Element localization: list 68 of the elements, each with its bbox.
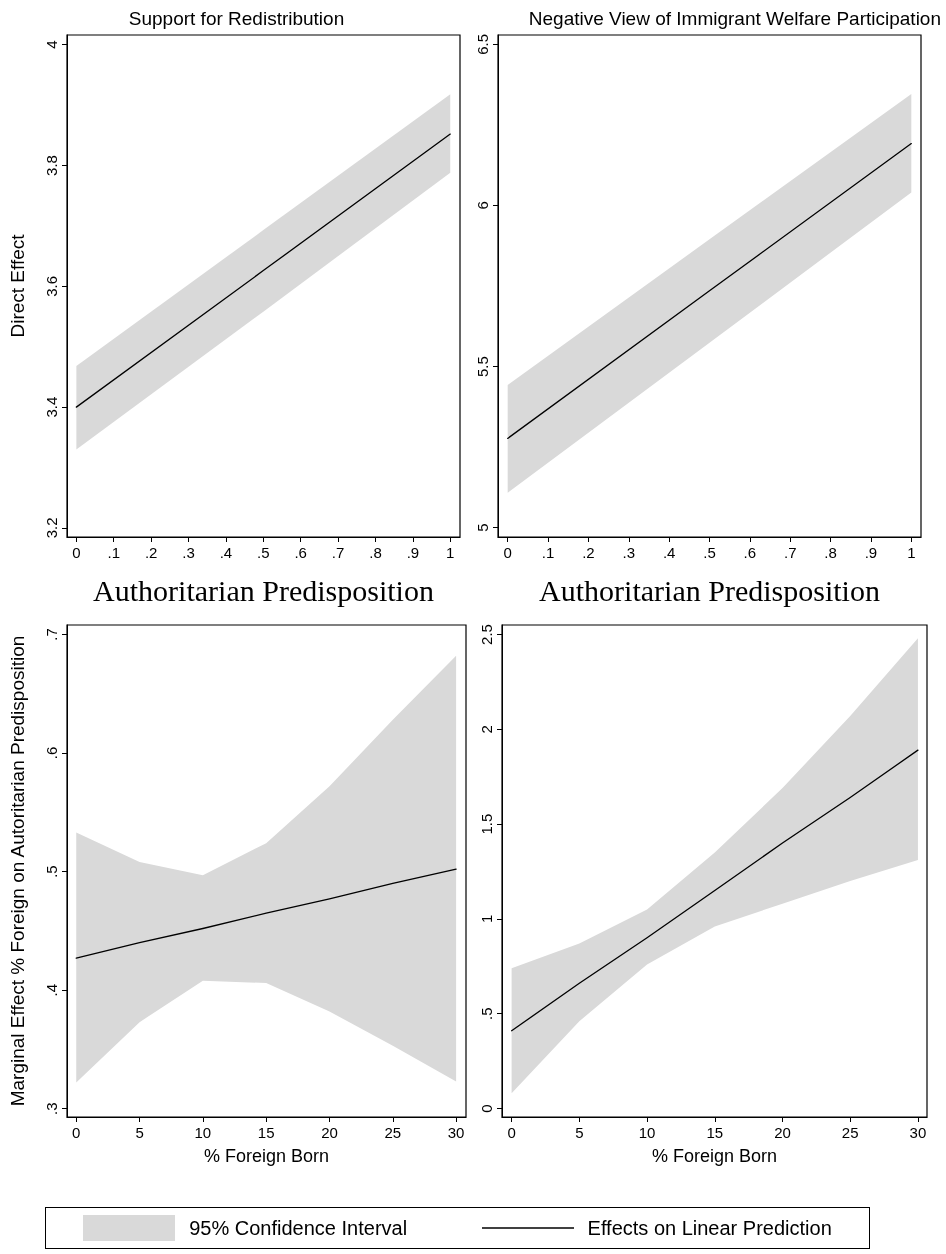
legend-label: Effects on Linear Prediction (587, 1216, 832, 1240)
x-tick-label: .4 (219, 544, 233, 561)
y-tick-label: .5 (43, 865, 60, 878)
text: 95% Confidence Interval (189, 1216, 408, 1240)
x-axis-title: Authoritarian Predisposition (93, 573, 434, 607)
y-axis-title: Marginal Effect % Foreign on Autoritarian Predisposition (7, 635, 28, 1107)
x-tick-label: .1 (107, 544, 120, 561)
x-tick-label: .2 (144, 544, 158, 561)
x-axis-title: % Foreign Born (651, 1146, 778, 1166)
y-tick-label: 3.2 (43, 517, 60, 539)
line-series (510, 749, 919, 1032)
x-tick-label: 20 (321, 1124, 338, 1141)
y-tick-label: .3 (43, 1102, 60, 1115)
x-tick-label: .5 (257, 544, 270, 561)
x-tick-label: .8 (824, 544, 837, 561)
y-tick-label: 0 (478, 1104, 495, 1113)
x-tick-label: .6 (743, 544, 757, 561)
x-tick-label: .7 (331, 544, 345, 561)
y-tick-label: 2 (478, 725, 495, 734)
line-series (75, 868, 457, 959)
y-tick-label: 6 (474, 201, 491, 210)
x-tick-label: .1 (541, 544, 555, 561)
x-axis-title: Authoritarian Predisposition (539, 573, 880, 607)
y-tick-label: 3.6 (43, 275, 60, 297)
x-tick-label: .4 (662, 544, 676, 561)
x-tick-label: 0 (72, 1124, 81, 1141)
y-tick-label: .7 (43, 628, 60, 641)
x-tick-label: 20 (774, 1124, 791, 1141)
y-tick-label: 3.8 (43, 155, 60, 176)
x-tick-label: .5 (703, 544, 716, 561)
y-tick-label: 5.5 (474, 356, 491, 377)
x-tick-label: .7 (783, 544, 797, 561)
y-axis-title: Direct Effect (7, 233, 28, 338)
x-tick-label: .9 (864, 544, 878, 561)
x-tick-label: 10 (194, 1124, 212, 1141)
y-tick-label: .5 (478, 1007, 495, 1020)
x-axis-title: % Foreign Born (203, 1146, 330, 1166)
y-tick-label: 1 (478, 914, 495, 924)
x-tick-label: 30 (909, 1124, 927, 1141)
x-tick-label: .9 (406, 544, 420, 561)
x-tick-label: 15 (706, 1124, 724, 1141)
x-tick-label: 25 (841, 1124, 859, 1141)
x-tick-label: 1 (446, 544, 455, 561)
chart-title: Support for Redistribution (128, 8, 345, 29)
x-tick-label: 25 (384, 1124, 402, 1141)
x-tick-label: 0 (72, 544, 81, 561)
y-tick-label: 5 (474, 523, 491, 532)
y-tick-label: 4 (43, 40, 60, 49)
x-tick-label: 5 (135, 1124, 144, 1141)
x-tick-label: 1 (907, 544, 916, 561)
x-tick-label: 0 (503, 544, 512, 561)
x-tick-label: .2 (582, 544, 595, 561)
y-tick-label: .4 (43, 983, 60, 997)
x-tick-label: 5 (575, 1124, 584, 1141)
x-tick-label: 15 (257, 1124, 275, 1141)
chart-title: Negative View of Immigrant Welfare Participation (528, 8, 941, 29)
x-tick-label: .6 (294, 544, 307, 561)
x-tick-label: 30 (447, 1124, 465, 1141)
x-tick-label: 10 (638, 1124, 656, 1141)
y-tick-label: 2.5 (478, 624, 495, 645)
x-tick-label: .3 (622, 544, 636, 561)
x-tick-label: 0 (507, 1124, 516, 1141)
y-tick-label: 6.5 (474, 33, 491, 55)
y-tick-label: 3.4 (43, 396, 60, 418)
y-tick-label: 1.5 (478, 813, 495, 835)
x-tick-label: .3 (182, 544, 195, 561)
x-tick-label: .8 (369, 544, 382, 561)
y-tick-label: .6 (43, 746, 60, 760)
